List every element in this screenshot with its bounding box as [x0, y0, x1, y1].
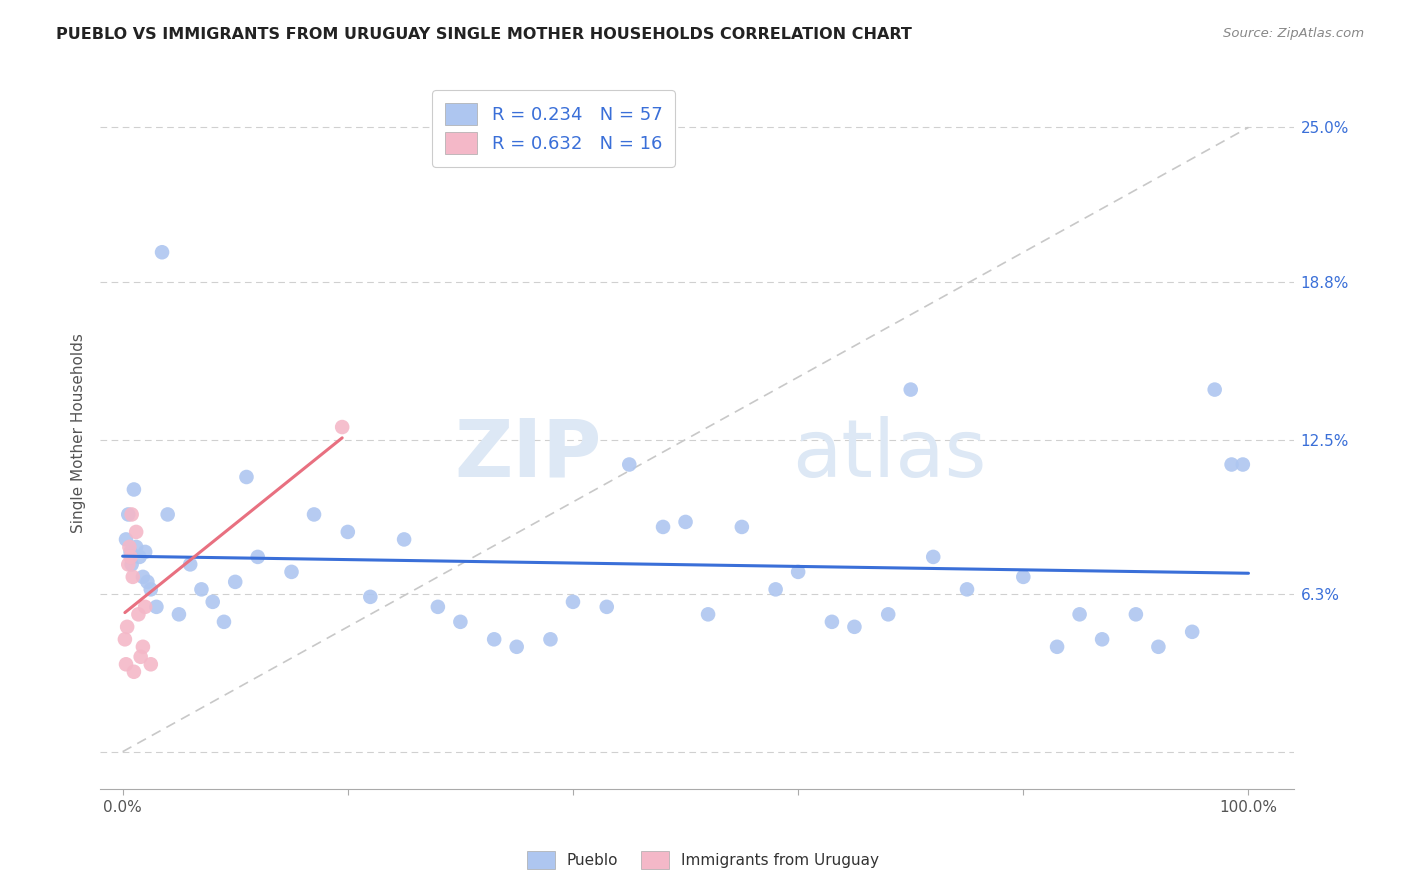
Point	[121, 558, 143, 572]
Point	[121, 570, 143, 584]
Point	[246, 549, 269, 564]
Point	[922, 549, 945, 564]
Point	[482, 632, 505, 647]
Point	[125, 524, 148, 539]
Point	[132, 640, 155, 654]
Point	[128, 549, 150, 564]
Point	[224, 574, 246, 589]
Point	[139, 657, 162, 672]
Point	[122, 483, 145, 497]
Point	[129, 649, 152, 664]
Point	[115, 657, 138, 672]
Point	[675, 515, 697, 529]
Point	[1181, 624, 1204, 639]
Point	[190, 582, 212, 597]
Point	[844, 620, 866, 634]
Point	[765, 582, 787, 597]
Point	[121, 508, 143, 522]
Point	[1232, 458, 1254, 472]
Point	[118, 540, 141, 554]
Point	[821, 615, 844, 629]
Point	[652, 520, 675, 534]
Point	[115, 620, 138, 634]
Point	[201, 595, 224, 609]
Point	[697, 607, 720, 622]
Text: Source: ZipAtlas.com: Source: ZipAtlas.com	[1223, 27, 1364, 40]
Point	[1012, 570, 1035, 584]
Point	[167, 607, 190, 622]
Point	[1204, 383, 1226, 397]
Point	[392, 533, 415, 547]
Text: PUEBLO VS IMMIGRANTS FROM URUGUAY SINGLE MOTHER HOUSEHOLDS CORRELATION CHART: PUEBLO VS IMMIGRANTS FROM URUGUAY SINGLE…	[56, 27, 912, 42]
Point	[235, 470, 257, 484]
Point	[877, 607, 900, 622]
Point	[120, 545, 142, 559]
Point	[1091, 632, 1114, 647]
Point	[540, 632, 562, 647]
Point	[1220, 458, 1243, 472]
Point	[145, 599, 167, 614]
Point	[117, 508, 139, 522]
Point	[330, 420, 353, 434]
Point	[125, 540, 148, 554]
Legend: R = 0.234   N = 57, R = 0.632   N = 16: R = 0.234 N = 57, R = 0.632 N = 16	[432, 90, 675, 167]
Point	[120, 549, 142, 564]
Point	[562, 595, 585, 609]
Point	[115, 533, 138, 547]
Point	[596, 599, 619, 614]
Point	[900, 383, 922, 397]
Point	[787, 565, 810, 579]
Point	[136, 574, 159, 589]
Point	[505, 640, 527, 654]
Point	[280, 565, 302, 579]
Point	[132, 570, 155, 584]
Point	[1125, 607, 1147, 622]
Point	[426, 599, 449, 614]
Point	[139, 582, 162, 597]
Y-axis label: Single Mother Households: Single Mother Households	[72, 334, 86, 533]
Point	[134, 545, 156, 559]
Legend: Pueblo, Immigrants from Uruguay: Pueblo, Immigrants from Uruguay	[522, 845, 884, 875]
Text: ZIP: ZIP	[454, 416, 602, 493]
Point	[731, 520, 754, 534]
Point	[359, 590, 381, 604]
Text: atlas: atlas	[793, 416, 987, 493]
Point	[619, 458, 641, 472]
Point	[1046, 640, 1069, 654]
Point	[302, 508, 325, 522]
Point	[127, 607, 149, 622]
Point	[150, 245, 173, 260]
Point	[336, 524, 359, 539]
Point	[179, 558, 201, 572]
Point	[1147, 640, 1170, 654]
Point	[156, 508, 179, 522]
Point	[117, 558, 139, 572]
Point	[134, 599, 156, 614]
Point	[1069, 607, 1091, 622]
Point	[114, 632, 136, 647]
Point	[212, 615, 235, 629]
Point	[449, 615, 471, 629]
Point	[122, 665, 145, 679]
Point	[956, 582, 979, 597]
